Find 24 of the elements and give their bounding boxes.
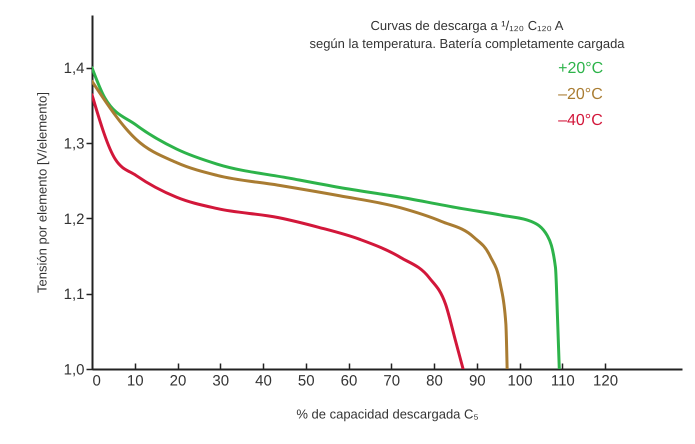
x-axis-title: % de capacidad descargada C₅ <box>296 406 479 422</box>
x-tick-label: 70 <box>383 372 400 390</box>
y-tick-label: 1,0 <box>64 362 84 378</box>
x-tick-label: 100 <box>508 372 533 390</box>
x-tick-label: 60 <box>340 372 358 390</box>
text: –40°C <box>558 112 603 130</box>
x-tick-label: 120 <box>593 372 618 390</box>
x-tick-label: 90 <box>468 372 486 390</box>
x-tick-label: 10 <box>126 372 144 390</box>
x-tick-label: 40 <box>255 372 272 390</box>
x-tick-label: 30 <box>212 372 230 390</box>
y-tick-label: 1,1 <box>64 286 84 304</box>
y-tick-label: 1,3 <box>64 136 84 153</box>
y-axis-title: Tensión por elemento [V/elemento] <box>34 92 50 293</box>
x-tick-label: 50 <box>298 372 315 390</box>
y-tick-label: 1,4 <box>64 60 84 78</box>
x-tick-label: 110 <box>550 372 575 390</box>
x-tick-label: 80 <box>426 372 443 390</box>
x-tick-label: 0 <box>92 372 101 390</box>
text: –20°C <box>558 86 603 104</box>
y-tick-label: 1,2 <box>64 210 84 228</box>
x-tick-label: 20 <box>170 372 186 390</box>
text: +20°C <box>558 60 604 78</box>
text: Curvas de descarga a ¹/₁₂₀ C₁₂₀ A según la temperatura. Batería completamente cargada <box>309 18 626 51</box>
